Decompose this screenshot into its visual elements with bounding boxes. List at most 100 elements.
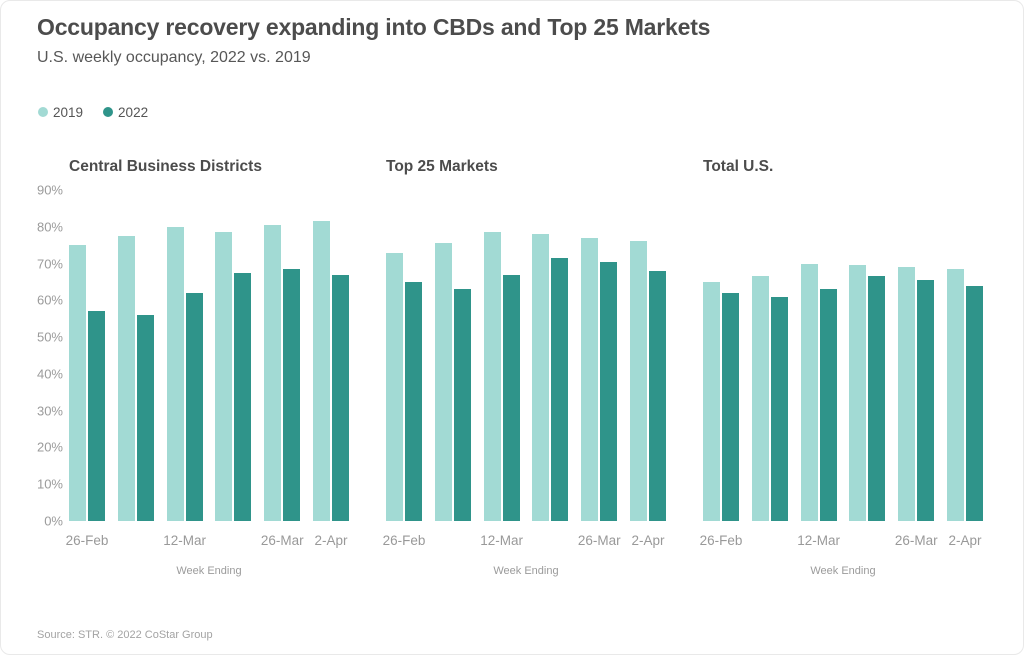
bar-2022 — [722, 293, 739, 521]
bar-group — [264, 225, 301, 521]
bar-2022 — [502, 275, 520, 521]
bar-2019 — [69, 245, 86, 521]
bar-2019 — [386, 253, 403, 521]
plot-area — [386, 190, 666, 521]
bar-2022 — [185, 293, 203, 521]
x-axis-title: Week Ending — [493, 565, 559, 577]
bar-2022 — [819, 289, 837, 521]
x-tick-slot — [532, 533, 568, 548]
x-tick-label: 2-Apr — [314, 533, 348, 548]
chart-header: Occupancy recovery expanding into CBDs a… — [1, 1, 1023, 67]
x-tick-slot: 2-Apr — [313, 533, 349, 548]
source-note: Source: STR. © 2022 CoStar Group — [37, 629, 213, 641]
plot-area — [69, 190, 349, 521]
y-tick-label: 0% — [44, 513, 63, 529]
y-tick-label: 30% — [36, 403, 63, 419]
x-tick-slot: 26-Feb — [700, 533, 743, 548]
bar-group — [215, 232, 252, 521]
bar-2019 — [434, 243, 452, 521]
x-tick-slot — [752, 533, 788, 548]
legend-dot-icon — [38, 107, 48, 117]
charts-row: 90% 80% 70% 60% 50% 40% 30% 20% 10% 0% Central Bus… — [1, 158, 1023, 577]
bar-2022 — [965, 286, 983, 521]
bar-group — [312, 221, 349, 521]
bar-group — [849, 265, 886, 521]
x-tick-slot: 2-Apr — [630, 533, 666, 548]
chart-subtitle: U.S. weekly occupancy, 2022 vs. 2019 — [37, 49, 311, 66]
bar-group — [581, 238, 618, 521]
bar-2019 — [703, 282, 720, 521]
bar-2022 — [405, 282, 422, 521]
bar-group — [69, 245, 105, 521]
bar-2019 — [751, 276, 769, 521]
bar-2019 — [117, 236, 135, 521]
x-tick-slot — [215, 533, 251, 548]
bar-2022 — [234, 273, 252, 521]
bar-2022 — [453, 289, 471, 521]
page-title: Occupancy recovery expanding into CBDs a… — [37, 14, 711, 40]
x-tick-label: 12-Mar — [797, 533, 840, 548]
bar-group — [117, 236, 154, 521]
bar-group — [434, 243, 471, 521]
bar-2022 — [283, 269, 301, 521]
legend: 2019 2022 — [38, 104, 1023, 120]
bar-2022 — [770, 297, 788, 521]
y-tick-label: 20% — [36, 439, 63, 455]
y-tick-label: 80% — [36, 219, 63, 235]
x-axis-title: Week Ending — [810, 565, 876, 577]
x-tick-slot — [849, 533, 885, 548]
legend-item-2022: 2022 — [103, 105, 148, 120]
x-axis-title: Week Ending — [176, 565, 242, 577]
bar-2019 — [264, 225, 282, 521]
x-tick-slot: 12-Mar — [480, 533, 523, 548]
bar-2019 — [849, 265, 867, 521]
bar-group — [532, 234, 569, 521]
bar-2022 — [136, 315, 154, 521]
x-tick-label: 26-Feb — [65, 533, 109, 548]
x-tick-slot: 26-Mar — [578, 533, 621, 548]
x-tick-slot: 12-Mar — [797, 533, 840, 548]
bar-2019 — [532, 234, 550, 521]
x-tick-label: 12-Mar — [480, 533, 523, 548]
x-tick-slot: 26-Feb — [66, 533, 109, 548]
bar-group — [703, 282, 739, 521]
bar-2022 — [331, 275, 349, 521]
bar-group — [166, 227, 203, 521]
bar-2022 — [551, 258, 569, 521]
bar-group — [483, 232, 520, 521]
legend-item-2019: 2019 — [38, 105, 83, 120]
x-tick-slot — [118, 533, 154, 548]
x-tick-label: 26-Mar — [260, 533, 304, 548]
x-tick-slot — [435, 533, 471, 548]
bar-group — [751, 276, 788, 521]
legend-label: 2019 — [53, 104, 84, 120]
x-axis-labels: 26-Feb 12-Mar 26-Mar 2-Apr — [700, 533, 983, 548]
chart-panel-1: Central Business Districts 26-Feb 12-Mar 26… — [66, 158, 349, 577]
bar-2022 — [868, 276, 886, 521]
bar-group — [898, 267, 935, 521]
bar-2022 — [648, 271, 666, 521]
bar-group — [946, 269, 983, 521]
y-tick-label: 10% — [36, 476, 63, 492]
y-tick-label: 70% — [36, 256, 63, 272]
bar-2019 — [581, 238, 599, 521]
panel-title: Central Business Districts — [69, 158, 262, 175]
legend-label: 2022 — [118, 104, 149, 120]
x-tick-slot: 2-Apr — [947, 533, 983, 548]
bar-2019 — [946, 269, 964, 521]
bar-2019 — [166, 227, 184, 521]
x-tick-label: 2-Apr — [948, 533, 982, 548]
bar-2019 — [629, 241, 647, 521]
bar-group — [629, 241, 666, 521]
y-axis: 90% 80% 70% 60% 50% 40% 30% 20% 10% 0% — [36, 183, 69, 529]
legend-dot-icon — [103, 107, 114, 117]
x-tick-slot: 26-Mar — [895, 533, 938, 548]
bar-2019 — [483, 232, 501, 521]
x-tick-label: 26-Mar — [894, 533, 938, 548]
x-tick-label: 26-Mar — [577, 533, 621, 548]
panel-title: Total U.S. — [703, 158, 774, 175]
bar-2019 — [312, 221, 330, 521]
x-tick-label: 26-Feb — [382, 533, 426, 548]
x-tick-slot: 12-Mar — [163, 533, 206, 548]
